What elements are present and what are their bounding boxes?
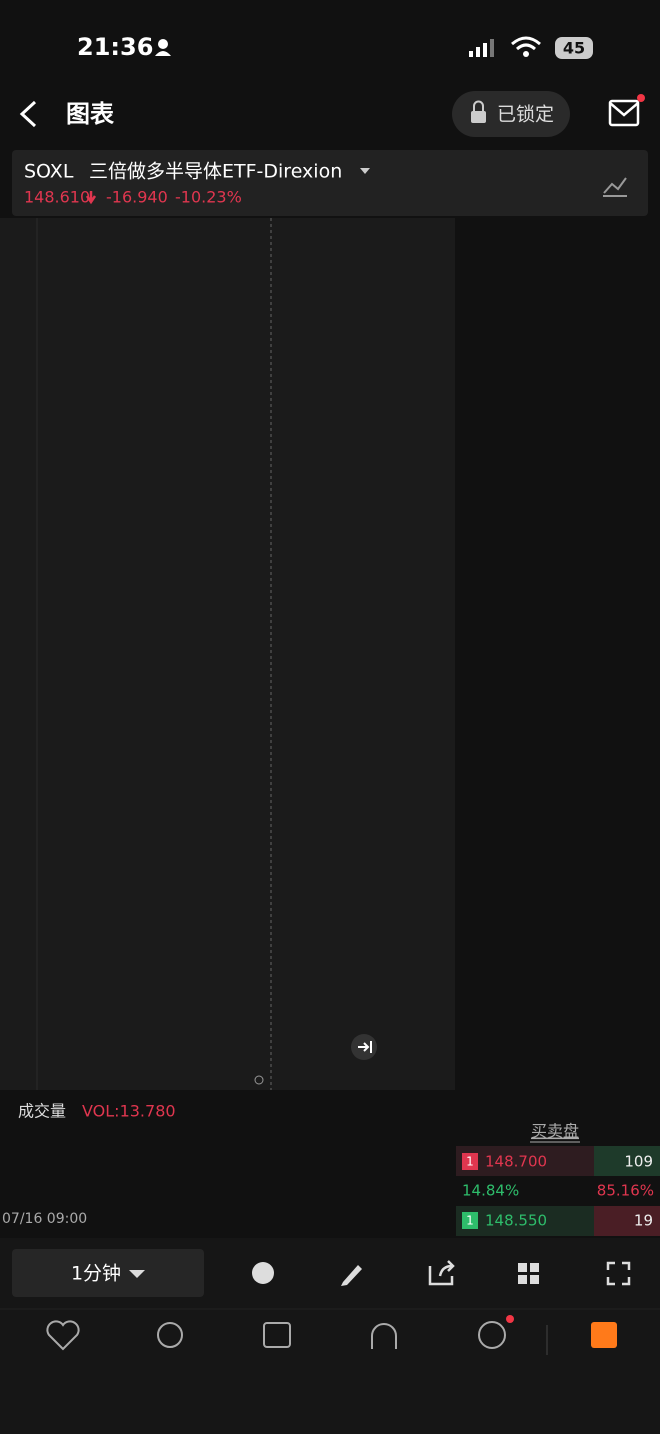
book-title[interactable]: 买卖盘 [531,1122,579,1141]
ask-size-bg [594,1146,660,1176]
wifi-icon [511,36,541,51]
dropdown-arrow [360,168,370,174]
period: 1分钟 [71,1263,121,1285]
quote-box[interactable] [12,150,648,216]
back-button[interactable] [19,100,37,128]
draw-tool[interactable] [341,1265,362,1286]
chart-tab-icon[interactable] [591,1322,617,1348]
chart-area [0,218,455,1090]
ask-level: 1 [466,1155,474,1169]
date-label: 07/16 09:00 [2,1211,87,1227]
compass-tool[interactable] [252,1262,274,1284]
person-icon [155,51,171,56]
account-icon[interactable] [263,1322,291,1348]
wifi-icon [523,51,529,57]
notification-dot [637,94,645,102]
mail-icon [609,102,639,117]
lock-icon [471,111,486,123]
scroll-icon [358,1041,372,1053]
mail-button[interactable] [608,99,640,127]
bid-price: 148.550 [485,1212,547,1230]
lock-label: 已锁定 [497,104,554,126]
last-price: 148.610 [24,188,90,207]
battery-level: 45 [563,39,585,58]
ask-level-bg [462,1153,478,1170]
change: -16.940 [106,188,168,207]
person-icon [158,39,168,49]
watchlist-icon[interactable] [46,1320,80,1351]
bid-size-bg [594,1206,660,1236]
wealth-icon[interactable] [371,1323,397,1349]
ask-price: 148.700 [485,1153,547,1171]
ask-size: 109 [624,1153,653,1171]
bid-percent: 14.84% [462,1182,519,1200]
bid-size: 19 [634,1212,653,1230]
instrument-name: 三倍做多半导体ETF-Direxion [89,161,342,183]
market-icon[interactable] [157,1322,183,1348]
discover-icon[interactable] [478,1321,506,1349]
bid-level-bg [462,1212,478,1229]
fullscreen-tool[interactable] [606,1261,631,1286]
settings-icon[interactable] [254,1075,264,1085]
bid-level: 1 [466,1214,474,1228]
change-percent: -10.23% [175,188,242,207]
bid-row [456,1206,594,1236]
symbol: SOXL [24,161,74,183]
share-tool[interactable] [428,1260,455,1286]
period-selector[interactable] [12,1249,204,1297]
battery [555,37,593,59]
dropdown-arrow [129,1270,145,1278]
lock-icon [473,100,484,111]
layout-tool[interactable] [518,1263,539,1284]
down-arrow [85,191,97,205]
signal-icon [469,39,494,57]
page-title: 图表 [66,100,115,128]
notification-dot [506,1315,514,1323]
status-time: 21:36 [77,33,153,61]
volume-value: VOL:13.780 [82,1102,176,1121]
volume-title: 成交量 [18,1102,66,1121]
ask-percent: 85.16% [597,1182,654,1200]
chart-switch-icon[interactable] [603,177,627,197]
ask-row [456,1146,594,1176]
